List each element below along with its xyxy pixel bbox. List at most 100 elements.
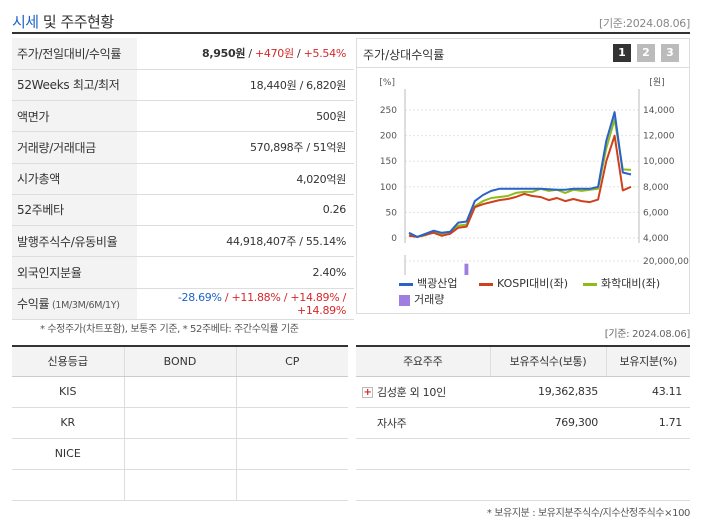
chart-tab-2[interactable]: 2 xyxy=(637,44,655,62)
return-label: 수익률 (1M/3M/6M/1Y) xyxy=(12,288,137,320)
left-axis-unit: [%] xyxy=(379,78,395,88)
volume-label: 거래량/거래대금 xyxy=(12,131,137,164)
table-row xyxy=(356,469,690,501)
table-cell xyxy=(124,407,237,439)
col-header: 신용등급 xyxy=(12,346,125,377)
price-value: 8,950원 / +470원 / +5.54% xyxy=(137,38,354,70)
shares-value: 44,918,407주 / 55.14% xyxy=(137,225,354,258)
legend-item: 화학대비(좌) xyxy=(583,275,660,291)
holder-name: + 김성훈 외 10인 xyxy=(356,376,490,408)
reference-date: [기준:2024.08.06] xyxy=(598,17,690,30)
table-header-row: 주요주주 보유주식수(보통) 보유지분(%) xyxy=(356,346,690,377)
left-tick-label: 200 xyxy=(380,132,397,142)
table-row: + 김성훈 외 10인 19,362,835 43.11 xyxy=(356,376,690,408)
chart-header: 주가/상대수익률 1 2 3 xyxy=(357,39,689,68)
table-cell xyxy=(124,469,237,501)
credit-rating-table: 신용등급 BOND CP KIS KR NICE xyxy=(12,345,348,501)
shares-label: 발행주식수/유동비율 xyxy=(12,225,137,258)
table-row xyxy=(12,469,348,501)
right-tick-label: 6,000 xyxy=(643,208,669,218)
holders-footnote: * 보유지분 : 보유지분주식수/지수산정주식수×100 xyxy=(486,508,691,519)
table-cell xyxy=(124,438,237,470)
legend-item: 백광산업 xyxy=(399,275,457,291)
left-tick-label: 50 xyxy=(386,208,398,218)
table-row: 거래량/거래대금 570,898주 / 51억원 xyxy=(12,131,354,164)
col-header: 보유지분(%) xyxy=(606,346,690,377)
chart-tab-1[interactable]: 1 xyxy=(613,44,631,62)
right-axis-unit: [원] xyxy=(649,77,664,88)
par-label: 액면가 xyxy=(12,100,137,133)
table-cell: KIS xyxy=(12,376,125,408)
w52-value: 18,440원 / 6,820원 xyxy=(137,69,354,102)
holder-pct xyxy=(606,469,690,501)
table-row: 발행주식수/유동비율 44,918,407주 / 55.14% xyxy=(12,225,354,258)
legend-swatch xyxy=(399,294,410,306)
holder-pct: 43.11 xyxy=(606,376,690,408)
table-row: 외국인지분율 2.40% xyxy=(12,256,354,289)
return-value: -28.69% / +11.88% / +14.89% / +14.89% xyxy=(137,288,354,320)
col-header: 주요주주 xyxy=(356,346,491,377)
holder-name xyxy=(356,438,490,470)
table-row: 주가/전일대비/수익률 8,950원 / +470원 / +5.54% xyxy=(12,38,354,70)
table-cell xyxy=(236,407,348,439)
table-cell: KR xyxy=(12,407,125,439)
legend-swatch xyxy=(479,282,493,286)
left-tick-label: 250 xyxy=(380,106,397,116)
holder-shares xyxy=(490,438,606,470)
volume-value: 570,898주 / 51억원 xyxy=(137,131,354,164)
section-header: 시세 및 주주현황 [기준:2024.08.06] xyxy=(12,10,690,34)
chart-panel: 주가/상대수익률 1 2 3 [%] [원] 0 4,000 50 6,000 100 8,0… xyxy=(356,38,690,314)
series-line-1 xyxy=(408,111,632,238)
table-row: 52Weeks 최고/최저 18,440원 / 6,820원 xyxy=(12,69,354,102)
volume-bar xyxy=(464,263,469,275)
volume-tick-label: 20,000,000 xyxy=(643,257,689,267)
table-header-row: 신용등급 BOND CP xyxy=(12,346,348,377)
table-row: NICE xyxy=(12,438,348,470)
section-title: 시세 및 주주현황 xyxy=(12,13,114,31)
left-tick-label: 150 xyxy=(380,157,397,167)
holder-shares: 19,362,835 xyxy=(490,376,606,408)
major-holders-table: 주요주주 보유주식수(보통) 보유지분(%) + 김성훈 외 10인 19,362… xyxy=(356,345,690,501)
table-row: 액면가 500원 xyxy=(12,100,354,133)
table-row: 52주베타 0.26 xyxy=(12,194,354,227)
holder-pct xyxy=(606,438,690,470)
mcap-value: 4,020억원 xyxy=(137,163,354,195)
holder-name: 자사주 xyxy=(356,407,490,439)
table-cell xyxy=(236,469,348,501)
par-value: 500원 xyxy=(137,100,354,133)
quote-footnote: * 수정주가(차트포함), 보통주 기준, * 52주베타: 주간수익률 기준 xyxy=(40,324,299,335)
foreign-value: 2.40% xyxy=(137,256,354,289)
w52-label: 52Weeks 최고/최저 xyxy=(12,69,137,102)
table-row: KIS xyxy=(12,376,348,408)
right-tick-label: 14,000 xyxy=(643,106,675,116)
legend-item: KOSPI대비(좌) xyxy=(479,275,568,291)
table-row: 시가총액 4,020억원 xyxy=(12,163,354,195)
holder-name xyxy=(356,469,490,501)
beta-label: 52주베타 xyxy=(12,194,137,227)
holder-pct: 1.71 xyxy=(606,407,690,439)
col-header: 보유주식수(보통) xyxy=(490,346,607,377)
right-tick-label: 8,000 xyxy=(643,183,669,193)
left-tick-label: 100 xyxy=(380,183,397,193)
table-cell xyxy=(12,469,125,501)
table-row xyxy=(356,438,690,470)
table-cell xyxy=(236,376,348,408)
legend-swatch xyxy=(583,282,597,286)
legend-item: 거래량 xyxy=(399,291,444,307)
expand-icon[interactable]: + xyxy=(362,387,373,398)
table-cell: NICE xyxy=(12,438,125,470)
price-label: 주가/전일대비/수익률 xyxy=(12,38,137,70)
table-row: 수익률 (1M/3M/6M/1Y) -28.69% / +11.88% / +1… xyxy=(12,288,354,320)
chart-title: 주가/상대수익률 xyxy=(363,48,445,62)
holder-shares: 769,300 xyxy=(490,407,606,439)
table-cell xyxy=(236,438,348,470)
table-row: KR xyxy=(12,407,348,439)
series-line-3 xyxy=(408,118,632,238)
table-row: 자사주 769,300 1.71 xyxy=(356,407,690,439)
mcap-label: 시가총액 xyxy=(12,163,137,195)
series-line-2 xyxy=(408,134,632,238)
holder-shares xyxy=(490,469,606,501)
right-tick-label: 10,000 xyxy=(643,157,675,167)
beta-value: 0.26 xyxy=(137,194,354,227)
chart-tab-3[interactable]: 3 xyxy=(661,44,679,62)
